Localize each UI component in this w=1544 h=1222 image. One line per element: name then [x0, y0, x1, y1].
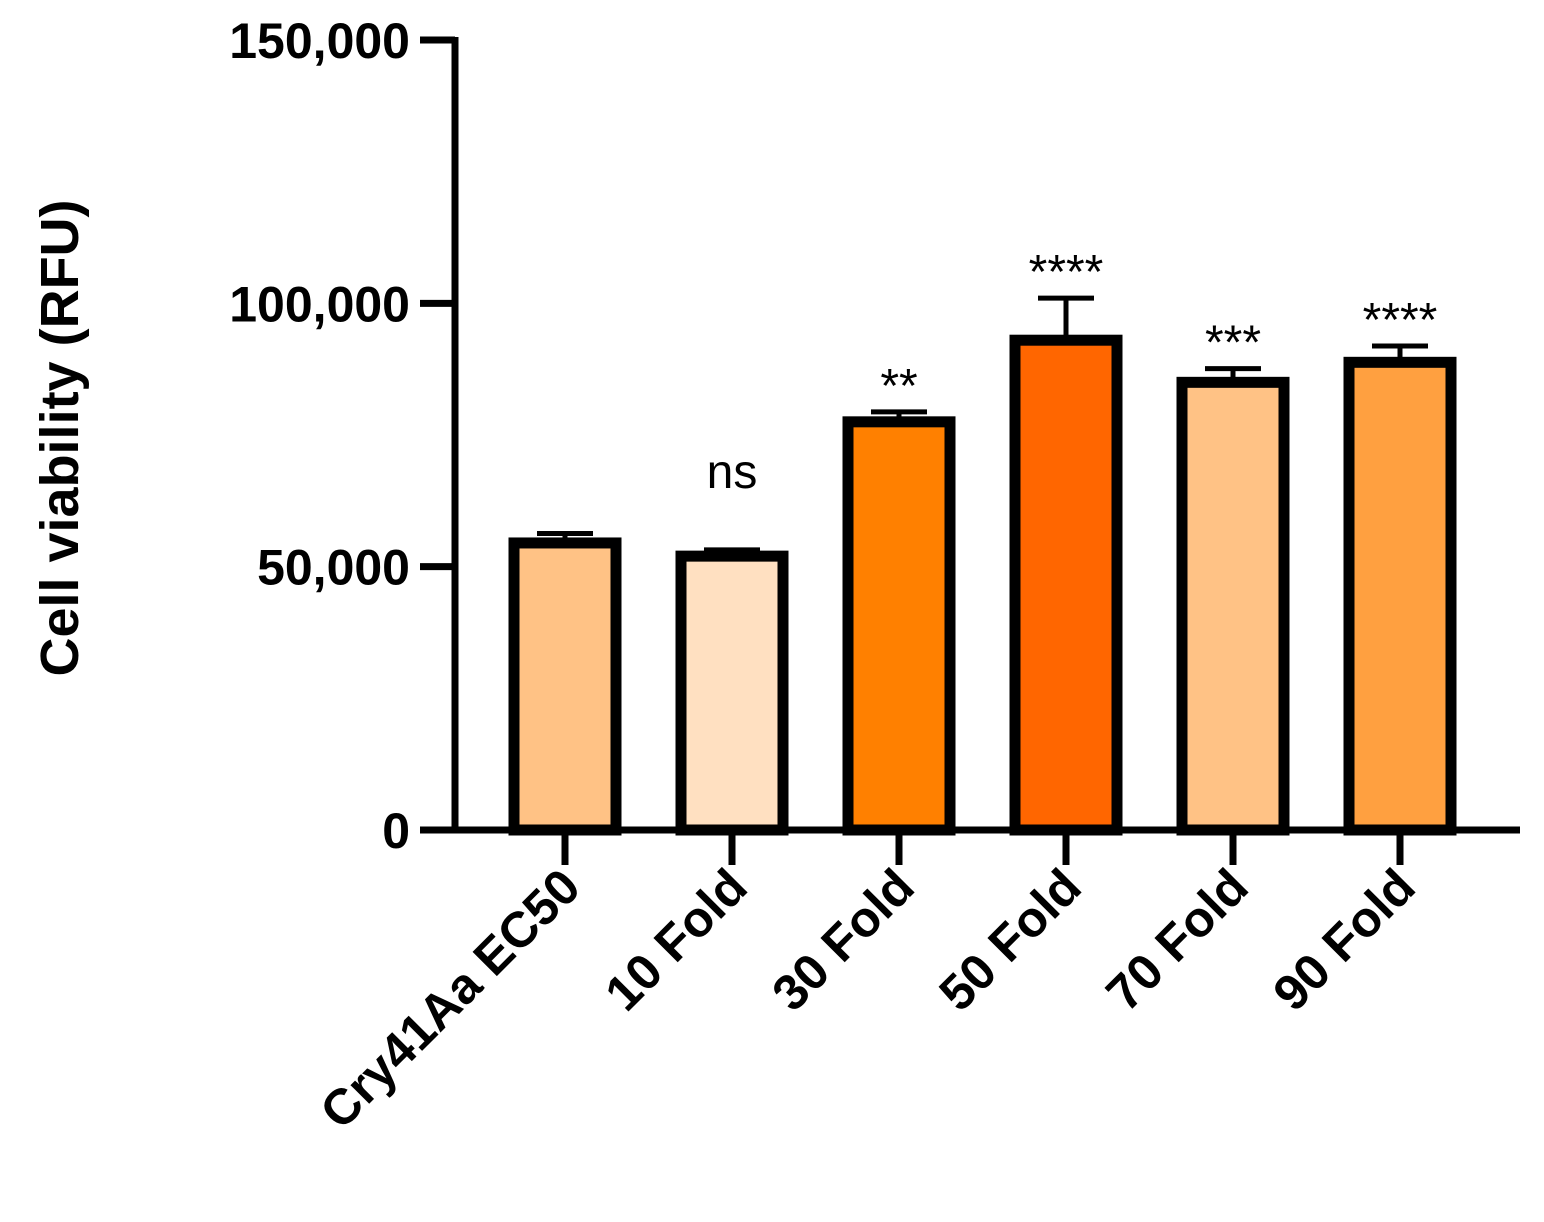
significance-label: ****: [1029, 246, 1104, 299]
x-category-label: 50 Fold: [928, 858, 1091, 1021]
x-category-label: 90 Fold: [1262, 858, 1425, 1021]
bar: [842, 416, 956, 836]
y-axis-title: Cell viability (RFU): [30, 199, 90, 676]
bar: [1176, 376, 1290, 836]
significance-label: ****: [1363, 294, 1438, 347]
x-axis: Cry41Aa EC50 10 Fold 30 Fold 50 Fold 70 Fold…: [309, 826, 1520, 1140]
x-category-label: 30 Fold: [761, 858, 924, 1021]
x-category-label: 70 Fold: [1095, 858, 1258, 1021]
bar: [675, 550, 789, 836]
y-tick-label: 150,000: [229, 13, 410, 69]
significance-label: ns: [707, 446, 758, 499]
x-category-label: Cry41Aa EC50: [309, 858, 590, 1139]
significance-label: ***: [1205, 317, 1261, 370]
bar: [1009, 334, 1123, 836]
bar: [508, 537, 622, 836]
y-axis: 0 50,000 100,000 150,000: [229, 13, 459, 859]
x-category-label: 10 Fold: [594, 858, 757, 1021]
significance-label: **: [880, 360, 917, 413]
bars-group: ns********* ****: [508, 246, 1457, 836]
y-tick-label: 0: [382, 803, 410, 859]
y-tick-label: 50,000: [257, 540, 410, 596]
y-tick-label: 100,000: [229, 276, 410, 332]
bar: [1343, 356, 1457, 836]
